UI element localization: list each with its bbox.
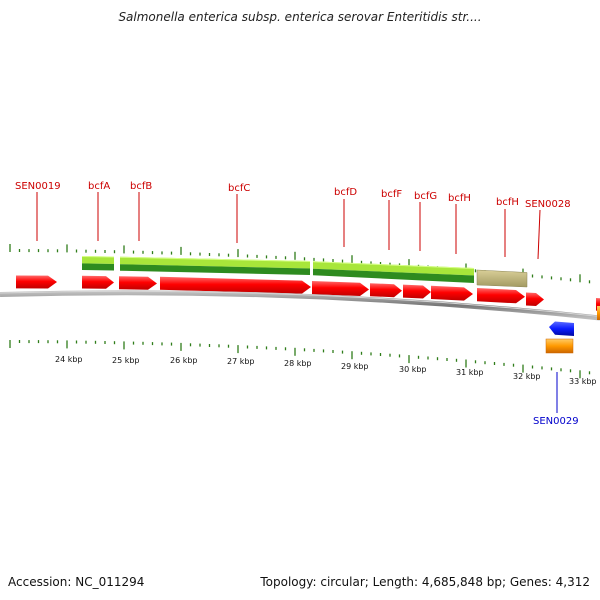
gene-label-sen0028[interactable]: SEN0028	[525, 199, 571, 210]
gene-label-sen0029[interactable]: SEN0029	[533, 416, 579, 427]
gene-label-bcfg[interactable]: bcfG	[414, 191, 437, 202]
kbp-scale: 24 kbp 25 kbp 26 kbp 27 kbp 28 kbp 29 kb…	[55, 355, 597, 386]
misc-feature-block[interactable]	[476, 269, 528, 288]
kbp-label: 30 kbp	[399, 365, 427, 374]
rna-feature-offscreen[interactable]	[597, 306, 600, 320]
rna-feature[interactable]	[545, 338, 574, 354]
gene-arrow-sen0029[interactable]	[549, 321, 574, 337]
operon-feature[interactable]	[81, 256, 475, 283]
gene-label-bcfd[interactable]: bcfD	[334, 187, 357, 198]
kbp-label: 29 kbp	[341, 362, 369, 371]
kbp-label: 32 kbp	[513, 372, 541, 381]
gene-arrow-bcfb[interactable]	[119, 276, 157, 290]
gene-arrow-sen0019[interactable]	[16, 275, 57, 289]
genome-backbone	[0, 290, 600, 321]
kbp-label: 31 kbp	[456, 368, 484, 377]
genome-title: Salmonella enterica subsp. enterica sero…	[118, 10, 482, 24]
kbp-label: 28 kbp	[284, 359, 312, 368]
kbp-label: 24 kbp	[55, 355, 83, 364]
bottom-tick-track	[9, 340, 591, 379]
kbp-label: 27 kbp	[227, 357, 255, 366]
gene-label-sen0019[interactable]: SEN0019	[15, 181, 61, 192]
gene-label-bcfc[interactable]: bcfC	[228, 183, 250, 194]
forward-strand-genes	[16, 275, 600, 311]
gene-label-bcfa[interactable]: bcfA	[88, 181, 110, 192]
kbp-label: 25 kbp	[112, 356, 140, 365]
kbp-label: 26 kbp	[170, 356, 198, 365]
gene-label-bcff[interactable]: bcfF	[381, 189, 402, 200]
gene-label-bcfh-2[interactable]: bcfH	[496, 197, 519, 208]
gene-arrow-bcfh[interactable]	[431, 285, 473, 301]
gene-arrow-sen0028[interactable]	[526, 292, 544, 307]
label-leader-lines	[36, 192, 541, 260]
gene-arrow-bcfa[interactable]	[82, 275, 114, 289]
gene-arrow-bcfh-2[interactable]	[477, 288, 525, 304]
gene-label-bcfh[interactable]: bcfH	[448, 193, 471, 204]
kbp-label: 33 kbp	[569, 377, 597, 386]
accession-text: Accession: NC_011294	[8, 575, 145, 589]
topology-text: Topology: circular; Length: 4,685,848 bp…	[260, 575, 590, 589]
gene-label-bcfb[interactable]: bcfB	[130, 181, 152, 192]
gene-arrow-bcfc[interactable]	[160, 276, 311, 294]
gene-arrow-bcfg[interactable]	[403, 284, 431, 299]
gene-arrow-bcff[interactable]	[370, 283, 402, 298]
gene-arrow-bcfd[interactable]	[312, 281, 369, 296]
